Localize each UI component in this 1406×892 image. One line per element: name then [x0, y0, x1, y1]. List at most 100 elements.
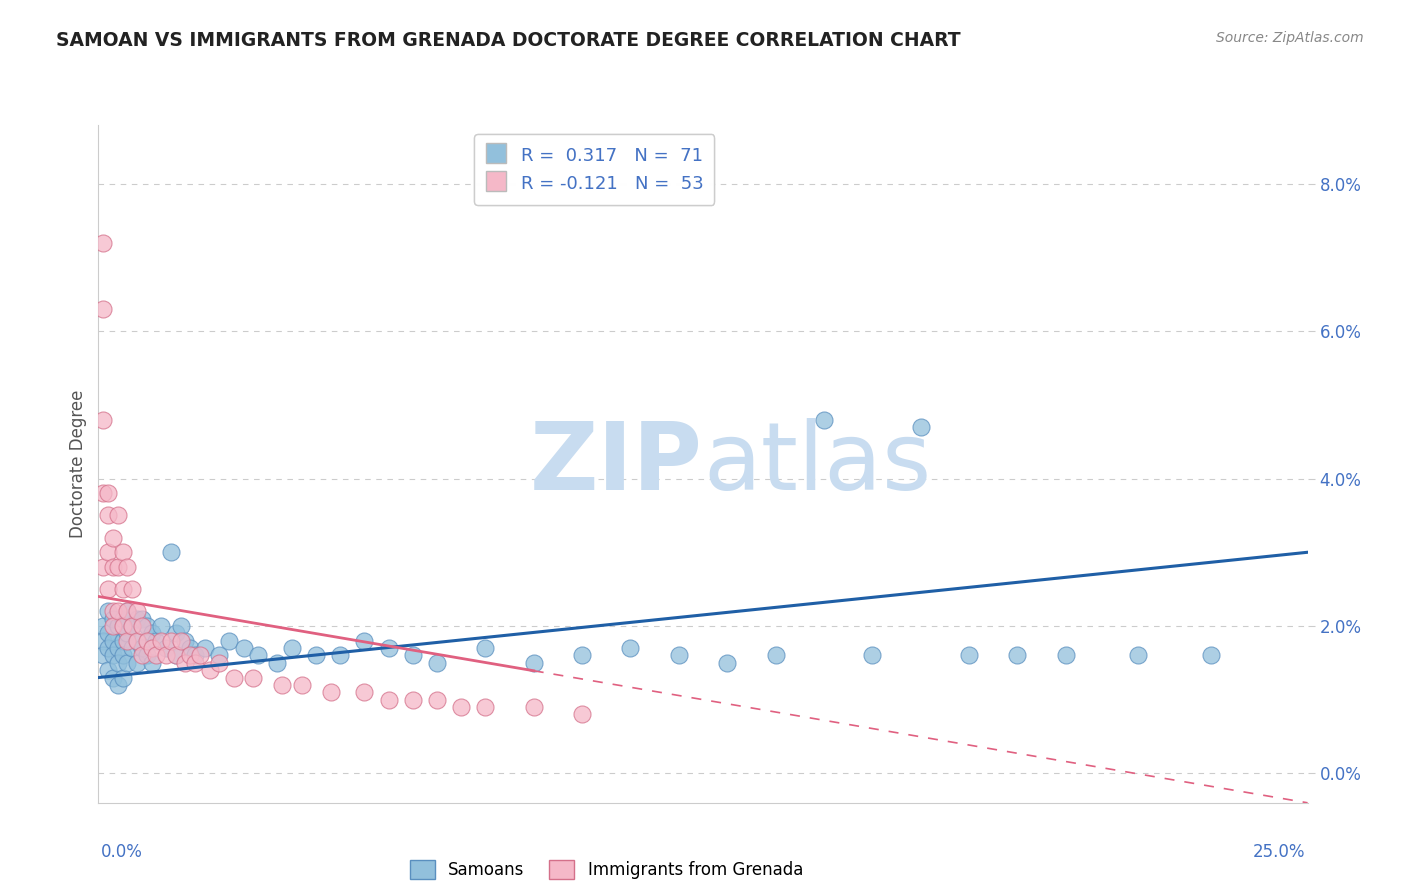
Point: [97, 582, 120, 596]
Point: [91, 486, 114, 500]
Point: [353, 633, 375, 648]
Point: [97, 486, 120, 500]
Point: [117, 604, 139, 618]
Point: [1128, 648, 1150, 663]
Point: [101, 648, 124, 663]
Point: [813, 412, 835, 426]
Point: [571, 648, 593, 663]
Point: [160, 545, 183, 559]
Point: [450, 700, 472, 714]
Point: [305, 648, 328, 663]
Point: [131, 611, 153, 625]
Point: [111, 619, 134, 633]
Point: [402, 692, 425, 706]
Point: [155, 641, 177, 656]
Point: [127, 633, 149, 648]
Point: [145, 633, 167, 648]
Point: [150, 633, 173, 648]
Point: [101, 633, 124, 648]
Point: [155, 648, 177, 663]
Point: [141, 626, 163, 640]
Point: [107, 641, 129, 656]
Point: [127, 611, 149, 625]
Point: [266, 656, 288, 670]
Point: [107, 619, 129, 633]
Point: [218, 633, 240, 648]
Point: [121, 582, 143, 596]
Point: [97, 626, 120, 640]
Point: [222, 671, 245, 685]
Point: [910, 420, 932, 434]
Point: [198, 663, 221, 677]
Point: [107, 656, 129, 670]
Point: [117, 626, 139, 640]
Point: [117, 604, 139, 618]
Point: [91, 619, 114, 633]
Point: [97, 663, 120, 677]
Point: [107, 560, 129, 574]
Point: [523, 700, 546, 714]
Point: [97, 508, 120, 523]
Point: [184, 648, 207, 663]
Point: [145, 648, 167, 663]
Point: [131, 619, 153, 633]
Point: [281, 641, 304, 656]
Point: [107, 604, 129, 618]
Y-axis label: Doctorate Degree: Doctorate Degree: [69, 390, 87, 538]
Point: [474, 700, 496, 714]
Point: [107, 678, 129, 692]
Point: [523, 656, 546, 670]
Point: [135, 648, 157, 663]
Point: [329, 648, 352, 663]
Point: [121, 641, 143, 656]
Point: [208, 656, 231, 670]
Legend: R =  0.317   N =  71, R = -0.121   N =  53: R = 0.317 N = 71, R = -0.121 N = 53: [474, 134, 714, 204]
Point: [97, 604, 120, 618]
Point: [174, 633, 197, 648]
Point: [319, 685, 342, 699]
Point: [174, 656, 197, 670]
Point: [111, 611, 134, 625]
Point: [111, 633, 134, 648]
Text: SAMOAN VS IMMIGRANTS FROM GRENADA DOCTORATE DEGREE CORRELATION CHART: SAMOAN VS IMMIGRANTS FROM GRENADA DOCTOR…: [56, 31, 960, 50]
Point: [135, 633, 157, 648]
Point: [402, 648, 425, 663]
Point: [101, 619, 124, 633]
Text: 0.0%: 0.0%: [101, 843, 143, 861]
Point: [179, 641, 201, 656]
Point: [169, 619, 191, 633]
Point: [111, 648, 134, 663]
Point: [101, 611, 124, 625]
Point: [111, 582, 134, 596]
Point: [101, 560, 124, 574]
Text: 25.0%: 25.0%: [1253, 843, 1305, 861]
Point: [377, 692, 399, 706]
Point: [160, 633, 183, 648]
Point: [232, 641, 254, 656]
Text: atlas: atlas: [703, 417, 931, 510]
Point: [426, 656, 449, 670]
Point: [165, 626, 187, 640]
Point: [127, 604, 149, 618]
Point: [91, 560, 114, 574]
Point: [91, 633, 114, 648]
Point: [111, 671, 134, 685]
Point: [91, 648, 114, 663]
Point: [619, 641, 641, 656]
Point: [290, 678, 312, 692]
Point: [91, 302, 114, 317]
Point: [97, 545, 120, 559]
Point: [1007, 648, 1029, 663]
Point: [1199, 648, 1222, 663]
Point: [179, 648, 201, 663]
Point: [426, 692, 449, 706]
Point: [957, 648, 980, 663]
Point: [111, 545, 134, 559]
Point: [208, 648, 231, 663]
Point: [117, 560, 139, 574]
Point: [169, 633, 191, 648]
Point: [353, 685, 375, 699]
Point: [127, 633, 149, 648]
Point: [765, 648, 787, 663]
Point: [101, 604, 124, 618]
